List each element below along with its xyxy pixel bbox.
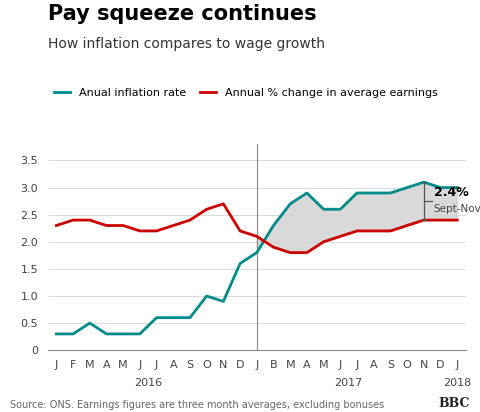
Legend: Anual inflation rate, Annual % change in average earnings: Anual inflation rate, Annual % change in… [54,88,438,98]
Text: 2.4%: 2.4% [434,186,468,199]
Text: Pay squeeze continues: Pay squeeze continues [48,4,317,24]
Text: 2018: 2018 [443,378,471,389]
Text: BBC: BBC [439,397,470,410]
Text: 2017: 2017 [335,378,363,389]
Text: How inflation compares to wage growth: How inflation compares to wage growth [48,37,325,51]
Text: Source: ONS. Earnings figures are three month averages, excluding bonuses: Source: ONS. Earnings figures are three … [10,400,384,410]
Text: Sept-Nov: Sept-Nov [434,204,480,214]
Text: 2016: 2016 [134,378,162,389]
